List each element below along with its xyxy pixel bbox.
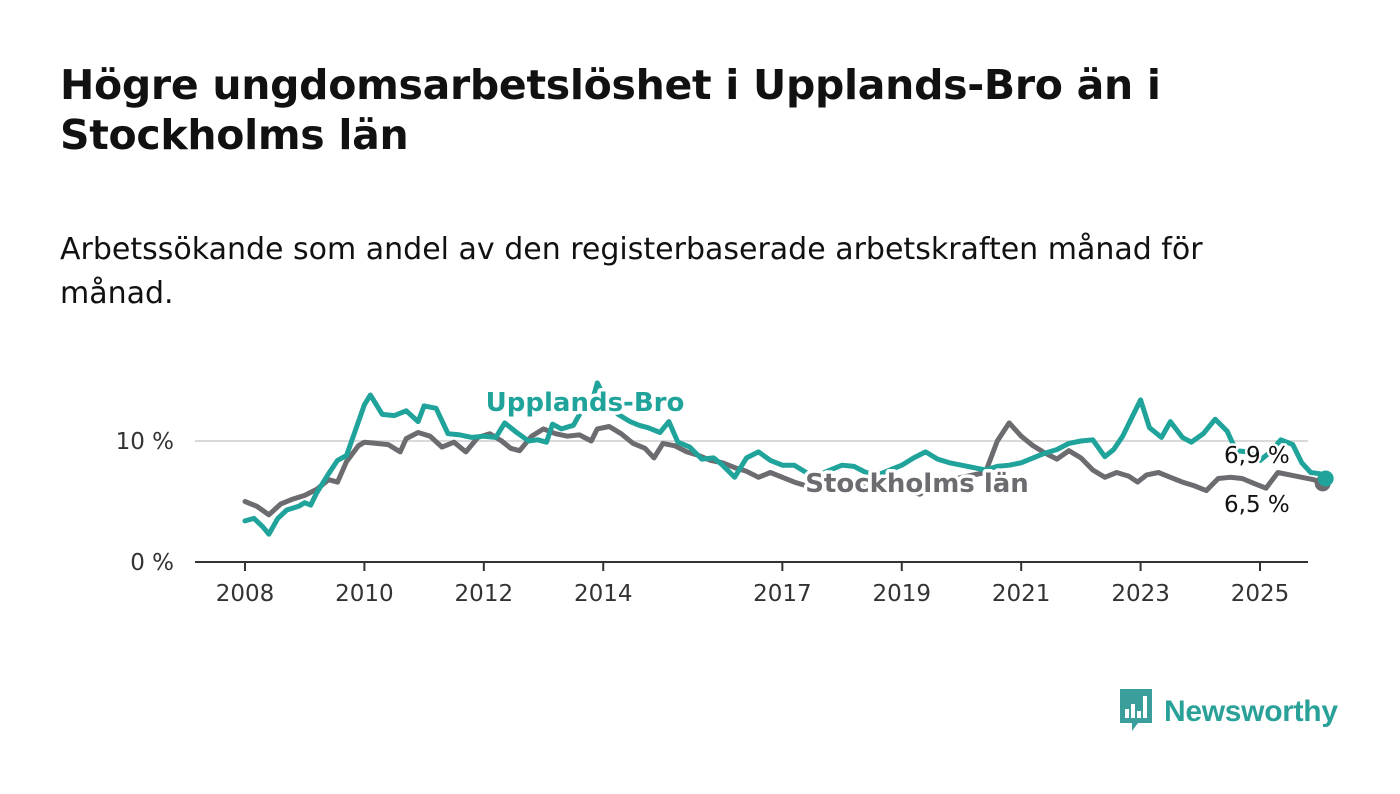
series-label-upplands-bro: Upplands-Bro xyxy=(486,388,685,418)
x-tick-label: 2021 xyxy=(992,581,1051,607)
newsworthy-logo-icon xyxy=(1118,687,1154,737)
x-tick-label: 2019 xyxy=(872,581,931,607)
series-lines xyxy=(242,380,1334,537)
x-tick-label: 2008 xyxy=(216,581,275,607)
newsworthy-wordmark: Newsworthy xyxy=(1164,695,1338,728)
value-label-upplands-bro: 6,9 % xyxy=(1224,443,1290,469)
x-tick-label: 2014 xyxy=(574,581,633,607)
series-line-stockholms-l-n xyxy=(242,420,1326,518)
value-label-stockholms-lan: 6,5 % xyxy=(1224,492,1290,518)
y-tick-label: 10 % xyxy=(116,429,174,455)
x-tick-label: 2023 xyxy=(1111,581,1170,607)
series-end-marker-upplands-bro xyxy=(1317,470,1334,487)
x-tick-label: 2017 xyxy=(753,581,812,607)
y-tick-label: 0 % xyxy=(130,550,174,576)
x-tick-label: 2025 xyxy=(1231,581,1290,607)
newsworthy-brand: Newsworthy xyxy=(1118,689,1338,735)
x-tick-label: 2012 xyxy=(455,581,514,607)
x-tick-label: 2010 xyxy=(335,581,394,607)
series-label-stockholms-lan: Stockholms län xyxy=(805,469,1029,499)
y-axis-ticks: 0 % 10 % xyxy=(116,429,174,576)
chart-title: Högre ungdomsarbetslöshet i Upplands-Bro… xyxy=(60,61,1161,159)
series-labels: Upplands-Bro Stockholms län 6,9 % 6,5 % xyxy=(482,385,1292,521)
series-line-upplands-bro xyxy=(242,380,1329,537)
x-axis-ticks: 2008 2010 2012 2014 2017 2019 2021 2023 2025 xyxy=(216,562,1290,607)
chart-subtitle: Arbetssökande som andel av den registerb… xyxy=(60,232,1203,311)
